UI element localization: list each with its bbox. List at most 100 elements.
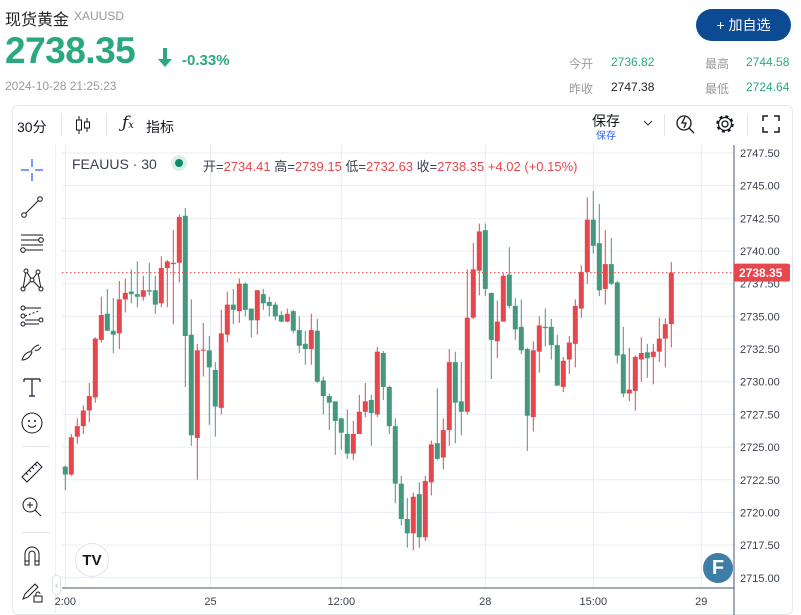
candle-body — [482, 230, 488, 289]
candle-body — [440, 430, 446, 458]
y-tick-label: 2742.50 — [740, 213, 780, 225]
candle-body — [398, 483, 404, 519]
current-price: 2738.35 — [5, 30, 136, 71]
stat-value-open: 2736.82 — [611, 55, 655, 69]
high-label: 高= — [274, 159, 295, 174]
y-tick-label: 2740.00 — [740, 246, 780, 258]
horizontal-lines-icon — [20, 234, 44, 253]
pattern-tool[interactable] — [14, 263, 50, 297]
y-tick-label: 2735.00 — [740, 311, 780, 323]
candle-body — [164, 261, 170, 269]
y-tick-label: 2730.00 — [740, 377, 780, 389]
save-sublabel: 保存 — [596, 131, 616, 142]
fullscreen-icon[interactable] — [762, 115, 780, 133]
candle-body — [350, 434, 356, 454]
candle-body — [206, 350, 212, 368]
fib-tool[interactable] — [14, 226, 50, 260]
divider — [106, 114, 107, 136]
candle-body — [152, 290, 158, 305]
x-tick-label: 29 — [695, 596, 707, 608]
candle-body — [62, 466, 68, 475]
projection-icon — [20, 305, 44, 327]
crosshair-tool[interactable] — [14, 153, 50, 187]
candle-body — [500, 275, 506, 322]
candle-body — [218, 333, 224, 408]
collapse-toolbar-button[interactable]: ‹ — [52, 575, 61, 595]
text-icon — [23, 378, 41, 397]
trendline-tool[interactable] — [14, 190, 50, 224]
fx-icon[interactable]: ƒx — [122, 113, 134, 133]
candle-body — [512, 305, 518, 330]
candle-body — [392, 426, 398, 484]
market-status-icon — [171, 155, 187, 171]
tradingview-logo-icon[interactable]: TV — [75, 543, 109, 577]
ruler-icon — [21, 461, 43, 483]
drawing-toolbar — [13, 145, 56, 615]
candle-body — [452, 362, 458, 403]
candle-body — [572, 305, 578, 344]
candle-body — [608, 264, 614, 284]
candle-body — [158, 268, 164, 304]
candle-body — [626, 389, 632, 394]
candle-body — [578, 271, 584, 309]
gear-icon[interactable] — [714, 113, 736, 135]
close-label: 收= — [416, 159, 438, 174]
candle-body — [464, 317, 470, 412]
candle-body — [446, 362, 452, 431]
candle-body — [224, 304, 230, 335]
candle-body — [92, 338, 98, 398]
lock-drawings-tool[interactable] — [14, 575, 50, 609]
divider — [22, 446, 50, 447]
zoom-tool[interactable] — [14, 490, 50, 524]
divider — [22, 532, 50, 533]
candle-body — [536, 325, 542, 352]
open-value: 2734.41 — [223, 159, 271, 174]
forecast-tool[interactable] — [14, 299, 50, 333]
candle-body — [374, 351, 380, 415]
legend-symbol: FEAUUS · 30 — [72, 156, 157, 172]
candle-body — [650, 351, 656, 357]
candle-body — [410, 496, 416, 534]
interval-selector[interactable]: 30分 — [17, 119, 47, 135]
candle-body — [290, 311, 296, 331]
candle-body — [356, 411, 362, 435]
candle-body — [368, 400, 374, 414]
candle-body — [584, 219, 590, 272]
candle-body — [344, 434, 350, 454]
candle-body — [380, 352, 386, 387]
text-tool[interactable] — [14, 370, 50, 404]
stat-value-high: 2744.58 — [746, 55, 790, 69]
candle-body — [458, 401, 464, 412]
close-value: 2738.35 — [437, 159, 485, 174]
candle-body — [80, 410, 86, 427]
candle-body — [632, 356, 638, 391]
save-button[interactable]: 保存 — [592, 113, 620, 129]
y-tick-label: 2745.00 — [740, 181, 780, 193]
crosshair-icon — [21, 159, 43, 181]
chevron-down-icon[interactable] — [643, 119, 653, 127]
candle-body — [656, 338, 662, 352]
brush-tool[interactable] — [14, 335, 50, 369]
candle-body — [638, 352, 644, 360]
candle-body — [182, 215, 188, 336]
stat-value-low: 2724.64 — [746, 80, 790, 94]
candle-body — [644, 352, 650, 359]
magnet-tool[interactable] — [14, 539, 50, 573]
brush-icon — [21, 344, 42, 361]
candles-icon[interactable] — [74, 114, 92, 136]
emoji-tool[interactable] — [14, 406, 50, 440]
indicators-button[interactable]: 指标 — [146, 119, 174, 135]
candle-body — [428, 444, 434, 483]
y-tick-label: 2715.00 — [740, 573, 780, 585]
add-watchlist-button[interactable]: + 加自选 — [696, 9, 791, 41]
candle-body — [86, 396, 92, 411]
candle-body — [314, 330, 320, 382]
quick-search-icon[interactable] — [675, 113, 697, 135]
y-tick-label: 2717.50 — [740, 540, 780, 552]
f-logo-icon: F — [703, 553, 733, 583]
candle-body — [404, 518, 410, 534]
ruler-tool[interactable] — [14, 455, 50, 489]
x-tick-label: 25 — [204, 596, 216, 608]
candle-body — [494, 321, 500, 342]
